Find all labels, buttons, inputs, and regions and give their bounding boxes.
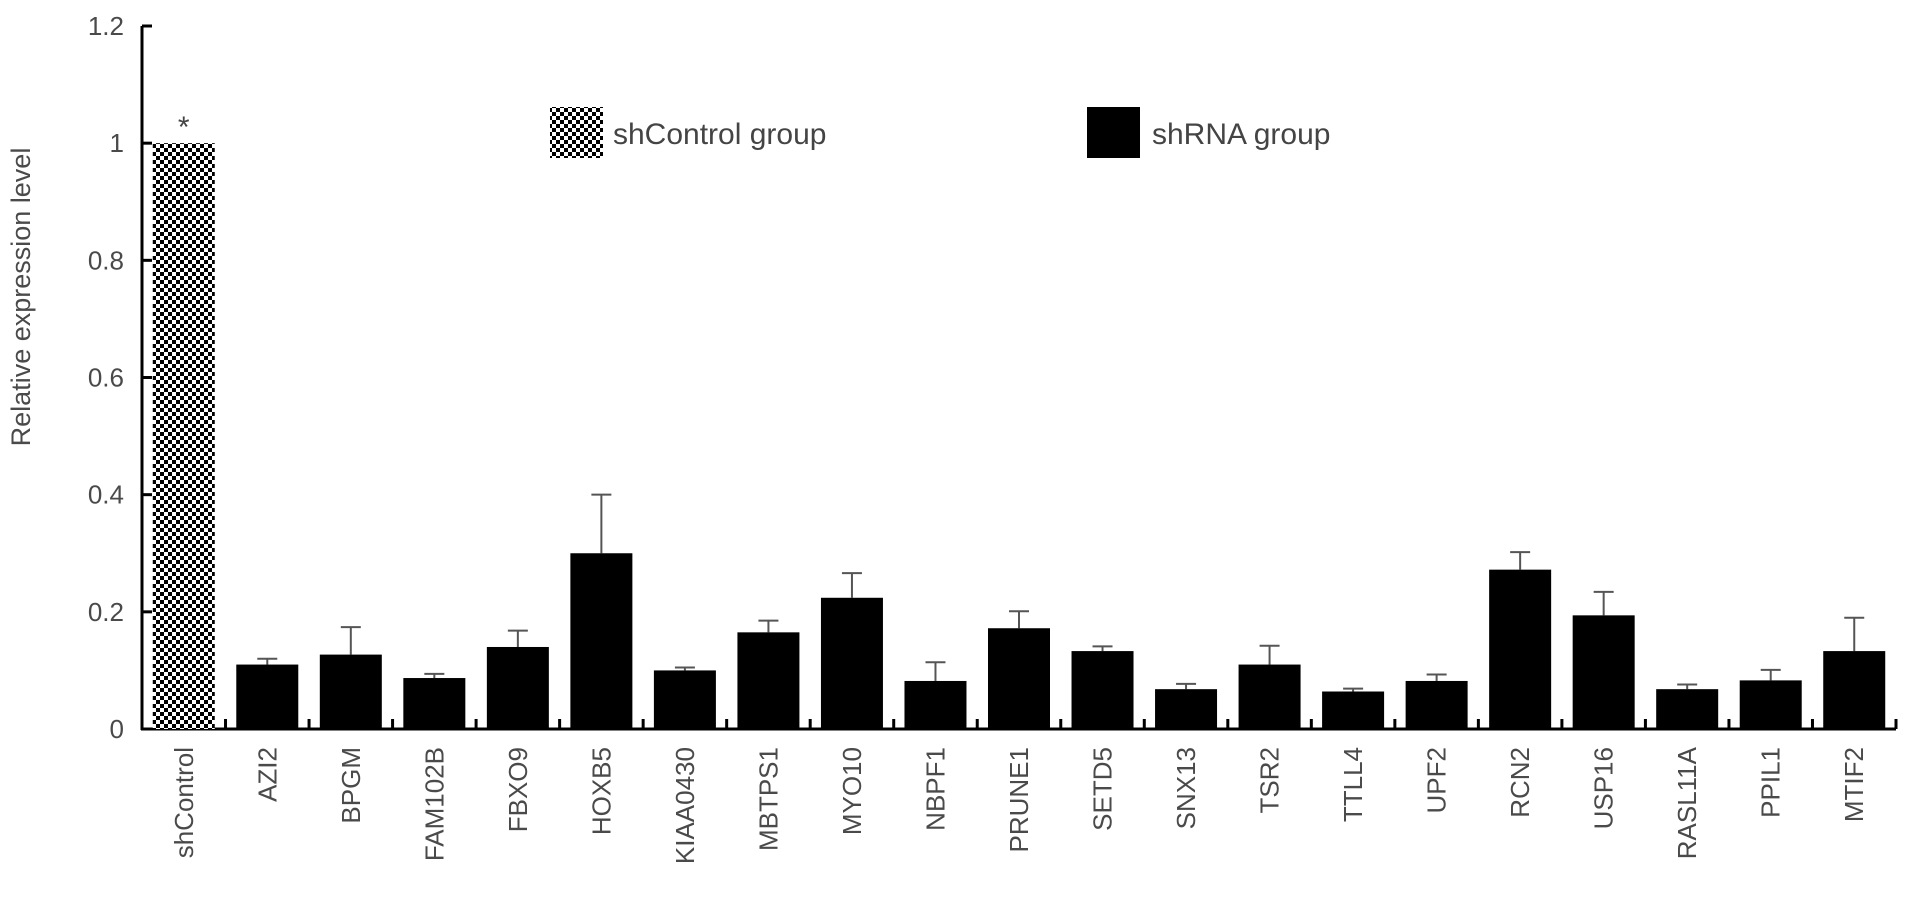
bar-nbpf1 (904, 680, 967, 729)
category-label-myo10: MYO10 (837, 747, 867, 835)
category-label-rasl11a: RASL11A (1672, 746, 1702, 859)
category-label-kiaa0430: KIAA0430 (670, 747, 700, 864)
bar-fam102b (403, 678, 466, 729)
bar-hoxb5 (570, 553, 633, 729)
y-tick-label-2: 0.4 (88, 480, 124, 510)
category-label-azi2: AZI2 (252, 747, 282, 802)
bar-kiaa0430 (653, 670, 716, 729)
bar-shcontrol (152, 143, 215, 729)
category-label-usp16: USP16 (1589, 747, 1619, 829)
category-label-nbpf1: NBPF1 (920, 747, 950, 831)
bar-azi2 (236, 664, 299, 729)
bar-upf2 (1405, 680, 1468, 729)
bar-mbtps1 (737, 632, 800, 729)
category-label-setd5: SETD5 (1088, 747, 1118, 831)
legend: shControl group shRNA group (550, 107, 1330, 158)
category-label-mbtps1: MBTPS1 (753, 747, 783, 851)
category-label-rcn2: RCN2 (1505, 747, 1535, 818)
category-label-upf2: UPF2 (1422, 747, 1452, 813)
category-label-tsr2: TSR2 (1255, 747, 1285, 813)
y-axis-title: Relative expression level (6, 148, 36, 447)
category-label-mtif2: MTIF2 (1839, 747, 1869, 822)
bar-prune1 (988, 628, 1050, 729)
legend-swatch-shcontrol (550, 107, 603, 158)
category-label-fam102b: FAM102B (419, 747, 449, 861)
significance-marker-0: * (178, 111, 190, 144)
y-tick-label-1: 0.2 (88, 597, 124, 627)
bar-myo10 (820, 597, 883, 729)
category-label-ttll4: TTLL4 (1338, 747, 1368, 822)
bar-usp16 (1572, 615, 1635, 729)
y-axis-ticks: 0 0.2 0.4 0.6 0.8 1 1.2 (88, 11, 152, 744)
bar-fbxo9 (486, 646, 549, 729)
bar-bpgm (319, 654, 382, 729)
category-label-prune1: PRUNE1 (1004, 747, 1034, 852)
bar-setd5 (1071, 651, 1134, 729)
bar-ttll4 (1322, 691, 1385, 729)
category-label-snx13: SNX13 (1171, 747, 1201, 829)
bar-rasl11a (1656, 689, 1719, 729)
bar-tsr2 (1238, 664, 1301, 729)
category-label-shcontrol: shControl (169, 747, 199, 858)
y-tick-label-6: 1.2 (88, 11, 124, 41)
category-label-ppil1: PPIL1 (1756, 747, 1786, 818)
category-label-bpgm: BPGM (336, 747, 366, 824)
y-tick-label-0: 0 (110, 714, 124, 744)
legend-swatch-shrna (1087, 107, 1140, 158)
x-axis-ticks (224, 719, 1898, 729)
bar-snx13 (1155, 689, 1218, 729)
y-tick-label-4: 0.8 (88, 245, 124, 275)
category-labels: shControl AZI2 BPGM FAM102B FBXO9 HOXB5 KIAA04… (169, 746, 1869, 864)
bar-mtif2 (1823, 651, 1886, 729)
legend-label-shcontrol: shControl group (613, 118, 826, 151)
y-tick-label-5: 1 (110, 128, 124, 158)
bar-ppil1 (1739, 680, 1802, 729)
category-label-hoxb5: HOXB5 (586, 747, 616, 835)
legend-label-shrna: shRNA group (1152, 118, 1330, 151)
y-tick-label-3: 0.6 (88, 363, 124, 393)
category-label-fbxo9: FBXO9 (503, 747, 533, 832)
error-bars (257, 493, 1865, 692)
bar-rcn2 (1489, 569, 1552, 729)
annotations: * (178, 111, 190, 144)
bars (152, 143, 1886, 729)
